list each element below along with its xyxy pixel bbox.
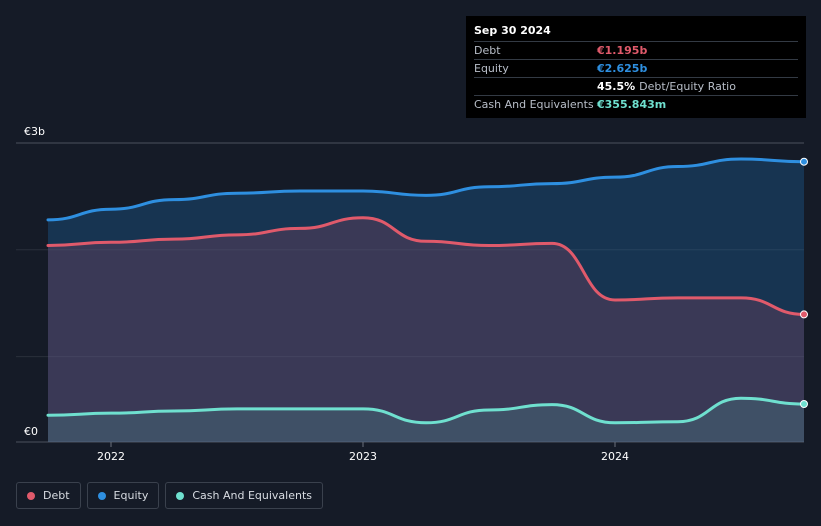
series-areas bbox=[48, 159, 804, 442]
gridlines bbox=[16, 142, 804, 443]
legend-label: Cash And Equivalents bbox=[192, 489, 312, 502]
y-bottom-label: €0 bbox=[24, 425, 38, 438]
tooltip-equity-value: €2.625b bbox=[597, 62, 648, 75]
tooltip-cash-value: €355.843m bbox=[597, 98, 667, 111]
x-tick-label: 2022 bbox=[97, 450, 125, 463]
tooltip-date: Sep 30 2024 bbox=[474, 22, 798, 42]
legend-label: Debt bbox=[43, 489, 70, 502]
debt-line bbox=[46, 216, 806, 316]
debt-endpoint-marker bbox=[800, 310, 808, 319]
debt-dot-icon bbox=[27, 491, 35, 500]
tooltip-row-equity: Equity €2.625b bbox=[474, 60, 798, 78]
series-lines bbox=[46, 157, 806, 425]
tooltip-ratio-label: Debt/Equity Ratio bbox=[639, 80, 736, 93]
equity-endpoint-marker bbox=[800, 157, 808, 166]
x-tick-label: 2024 bbox=[601, 450, 629, 463]
tooltip-label: Debt bbox=[474, 44, 501, 57]
legend-item-debt[interactable]: Debt bbox=[16, 482, 81, 509]
cash-endpoint-marker bbox=[800, 399, 808, 408]
debt-area bbox=[48, 217, 804, 442]
legend-item-cash[interactable]: Cash And Equivalents bbox=[165, 482, 323, 509]
tooltip-row-ratio: 45.5% Debt/Equity Ratio bbox=[474, 78, 798, 96]
legend-label: Equity bbox=[113, 489, 149, 502]
equity-dot-icon bbox=[97, 491, 106, 500]
tooltip-debt-value: €1.195b bbox=[597, 44, 648, 57]
tooltip-row-debt: Debt €1.195b bbox=[474, 42, 798, 60]
legend-item-equity[interactable]: Equity bbox=[86, 482, 160, 509]
equity-area bbox=[48, 159, 804, 442]
series-endpoints bbox=[800, 157, 808, 408]
x-axis: 2022 2023 2024 bbox=[97, 442, 629, 463]
tooltip-ratio-value: 45.5% bbox=[597, 80, 636, 93]
y-top-label: €3b bbox=[24, 125, 45, 138]
legend: Debt Equity Cash And Equivalents bbox=[16, 482, 329, 509]
tooltip-label: Cash And Equivalents bbox=[474, 98, 594, 111]
tooltip-row-cash: Cash And Equivalents €355.843m bbox=[474, 96, 798, 113]
tooltip-label: Equity bbox=[474, 62, 509, 75]
x-tick-label: 2023 bbox=[349, 450, 377, 463]
equity-line bbox=[46, 157, 806, 222]
data-tooltip: Sep 30 2024 Debt €1.195b Equity €2.625b … bbox=[466, 16, 806, 118]
cash-line bbox=[46, 396, 806, 425]
cash-dot-icon bbox=[176, 491, 185, 500]
